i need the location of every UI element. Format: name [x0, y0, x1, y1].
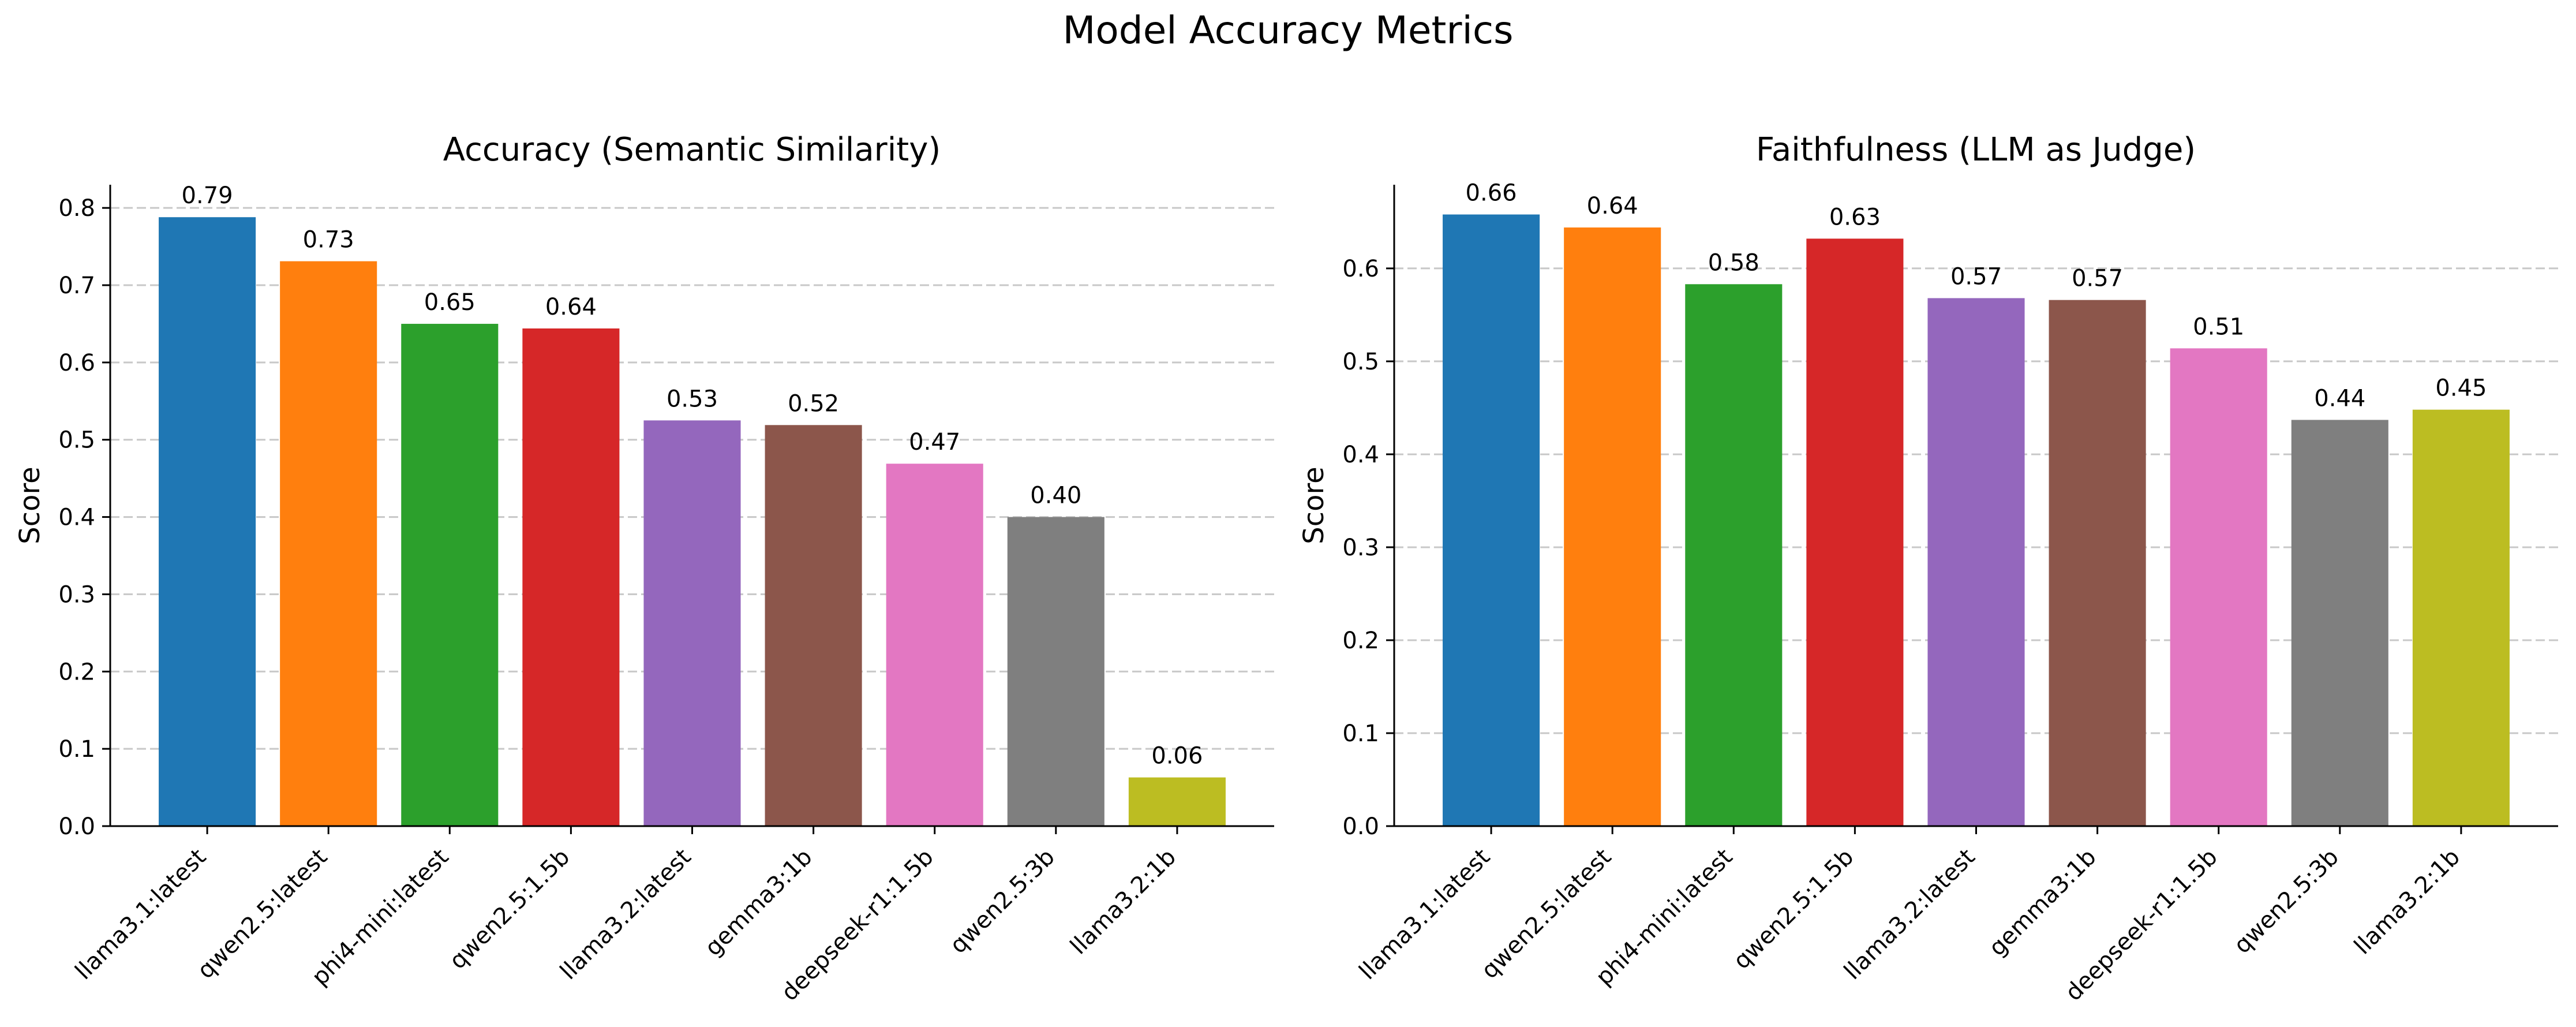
y-tick-label: 0.4 [58, 505, 95, 531]
bar-qwen2-5-latest [280, 261, 377, 827]
bar-value-label: 0.73 [303, 227, 354, 253]
x-tick-label: llama3.1:latest [1354, 844, 1495, 985]
bar-value-label: 0.64 [1587, 193, 1638, 219]
bar-value-label: 0.53 [667, 386, 718, 412]
bar-value-label: 0.52 [788, 390, 839, 417]
x-tick-label: llama3.1:latest [70, 844, 211, 985]
y-tick-label: 0.1 [1342, 720, 1379, 747]
x-tick-label: qwen2.5:1.5b [444, 844, 575, 974]
bar-gemma3-1b [2049, 300, 2146, 826]
y-tick-label: 0.3 [58, 581, 95, 608]
figure-title: Model Accuracy Metrics [1062, 8, 1513, 53]
x-tick-label: qwen2.5:1.5b [1728, 844, 1859, 974]
bar-value-label: 0.45 [2435, 375, 2487, 402]
y-tick-label: 0.5 [1342, 349, 1379, 375]
y-tick-label: 0.3 [1342, 535, 1379, 561]
faithfulness-chart: 0.0 0.1 0.2 0.3 0.4 0.5 0.6 0.66 llama3.1:latest… [1298, 131, 2558, 1006]
y-tick-label: 0.6 [1342, 256, 1379, 282]
x-tick-label: llama3.2:1b [1065, 844, 1181, 960]
x-tick-label: llama3.2:1b [2349, 844, 2465, 960]
chart-title: Faithfulness (LLM as Judge) [1756, 131, 2196, 169]
bar-llama3-2-latest [643, 420, 741, 826]
bar-value-label: 0.40 [1030, 483, 1081, 509]
x-tick-label: gemma3:1b [1984, 844, 2102, 962]
y-axis-label: Score [1298, 466, 1330, 544]
x-tick-label: qwen2.5:latest [192, 844, 332, 984]
bar-qwen2-5-1-5b [1806, 238, 1904, 826]
x-tick-label: qwen2.5:3b [945, 844, 1059, 959]
bar-deepseek-r1-1-5b [2170, 348, 2267, 826]
bar-value-label: 0.06 [1151, 743, 1203, 770]
bar-value-label: 0.65 [424, 289, 475, 316]
bar-value-label: 0.57 [2072, 266, 2123, 292]
bar-llama3-1-latest [159, 217, 256, 827]
x-tick-label: qwen2.5:latest [1476, 844, 1616, 984]
x-tick-label: llama3.2:latest [555, 844, 696, 985]
bar-qwen2-5-3b [1007, 517, 1104, 826]
y-tick-label: 0.6 [58, 350, 95, 376]
bar-value-label: 0.44 [2314, 385, 2365, 412]
bar-value-label: 0.57 [1950, 263, 2002, 290]
bar-phi4-mini-latest [1685, 284, 1783, 826]
y-tick-label: 0.2 [58, 659, 95, 685]
bar-qwen2-5-1-5b [522, 328, 620, 826]
accuracy-chart: 0.0 0.1 0.2 0.3 0.4 0.5 0.6 0.7 0.8 0.79 llama3.1:… [14, 131, 1274, 1006]
bar-qwen2-5-3b [2291, 420, 2388, 826]
x-tick-label: llama3.2:latest [1839, 844, 1980, 985]
y-axis-label: Score [14, 466, 46, 544]
bar-llama3-1-latest [1443, 214, 1540, 826]
x-tick-label: gemma3:1b [700, 844, 818, 962]
bar-deepseek-r1-1-5b [886, 464, 983, 826]
y-tick-label: 0.2 [1342, 628, 1379, 654]
bar-llama3-2-latest [1927, 298, 2025, 826]
bar-phi4-mini-latest [401, 323, 499, 826]
bar-llama3-2-1b [1128, 777, 1226, 826]
bar-value-label: 0.51 [2193, 313, 2244, 340]
x-tick-label: qwen2.5:3b [2229, 844, 2343, 959]
bar-value-label: 0.64 [545, 294, 597, 320]
y-tick-label: 0.1 [58, 736, 95, 763]
y-tick-label: 0.0 [1342, 813, 1379, 840]
chart-title: Accuracy (Semantic Similarity) [443, 131, 941, 169]
bar-value-label: 0.47 [909, 429, 960, 455]
y-tick-label: 0.7 [58, 272, 95, 299]
y-tick-label: 0.8 [58, 195, 95, 222]
bar-qwen2-5-latest [1564, 227, 1661, 827]
bar-value-label: 0.63 [1829, 204, 1881, 230]
bar-value-label: 0.66 [1466, 180, 1517, 207]
y-tick-label: 0.0 [58, 813, 95, 840]
bar-value-label: 0.58 [1708, 249, 1759, 276]
bar-gemma3-1b [765, 425, 862, 826]
y-tick-label: 0.5 [58, 427, 95, 454]
y-tick-label: 0.4 [1342, 442, 1379, 468]
bar-value-label: 0.79 [182, 182, 233, 209]
bar-llama3-2-1b [2412, 409, 2510, 826]
